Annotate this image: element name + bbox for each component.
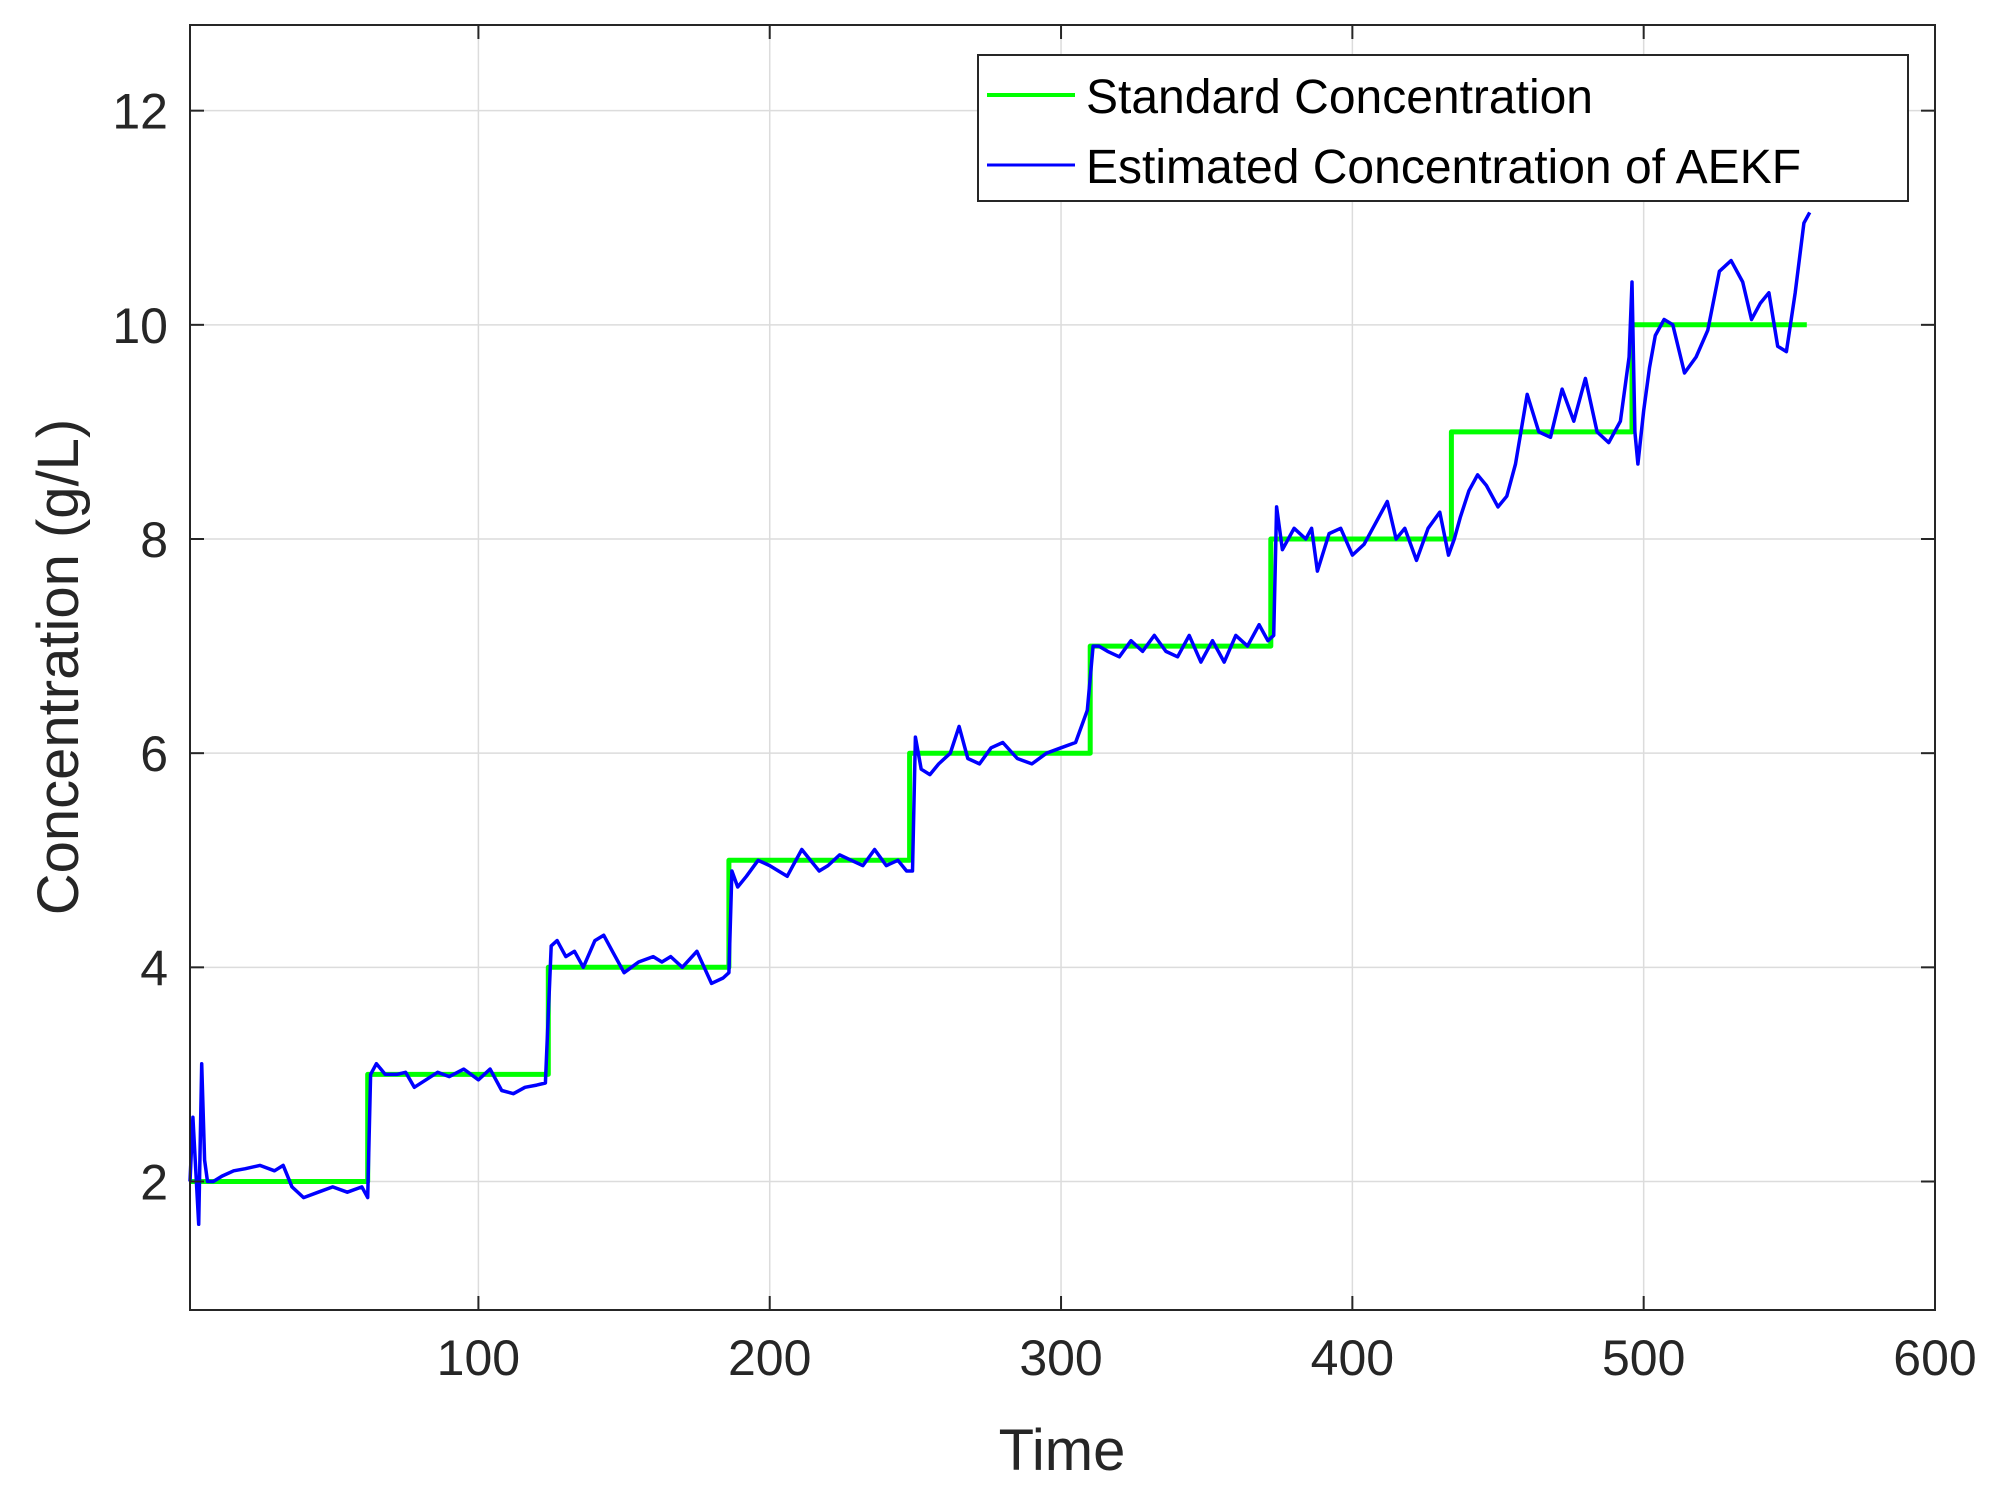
plot-frame	[189, 24, 1936, 1311]
y-tick-label: 2	[140, 1155, 168, 1211]
y-tick-label: 12	[112, 84, 168, 140]
standard-concentration-line	[190, 322, 1807, 1184]
plot-area	[190, 25, 1935, 1310]
series-layer	[188, 211, 1812, 1227]
x-tick-label: 300	[1019, 1330, 1102, 1386]
x-ticks: 100 200 300 400 500 600	[437, 25, 1977, 1386]
legend-box	[977, 54, 1909, 202]
x-axis-title: Time	[999, 1418, 1126, 1483]
estimated-concentration-line	[188, 211, 1812, 1227]
y-tick-label: 10	[112, 298, 168, 354]
y-axis-title: Concentration (g/L)	[26, 419, 91, 915]
y-tick-label: 4	[140, 940, 168, 996]
x-tick-label: 100	[437, 1330, 520, 1386]
y-ticks: 2 4 6 8 10 12	[112, 84, 1935, 1211]
x-tick-label: 600	[1893, 1330, 1976, 1386]
x-tick-label: 400	[1311, 1330, 1394, 1386]
x-tick-label: 500	[1602, 1330, 1685, 1386]
legend-label-estimated: Estimated Concentration of AEKF	[1086, 141, 1801, 194]
y-tick-label: 8	[140, 512, 168, 568]
x-tick-label: 200	[728, 1330, 811, 1386]
y-tick-label: 6	[140, 726, 168, 782]
legend-label-standard: Standard Concentration	[1086, 71, 1593, 124]
legend: Standard Concentration Estimated Concent…	[977, 54, 1909, 202]
